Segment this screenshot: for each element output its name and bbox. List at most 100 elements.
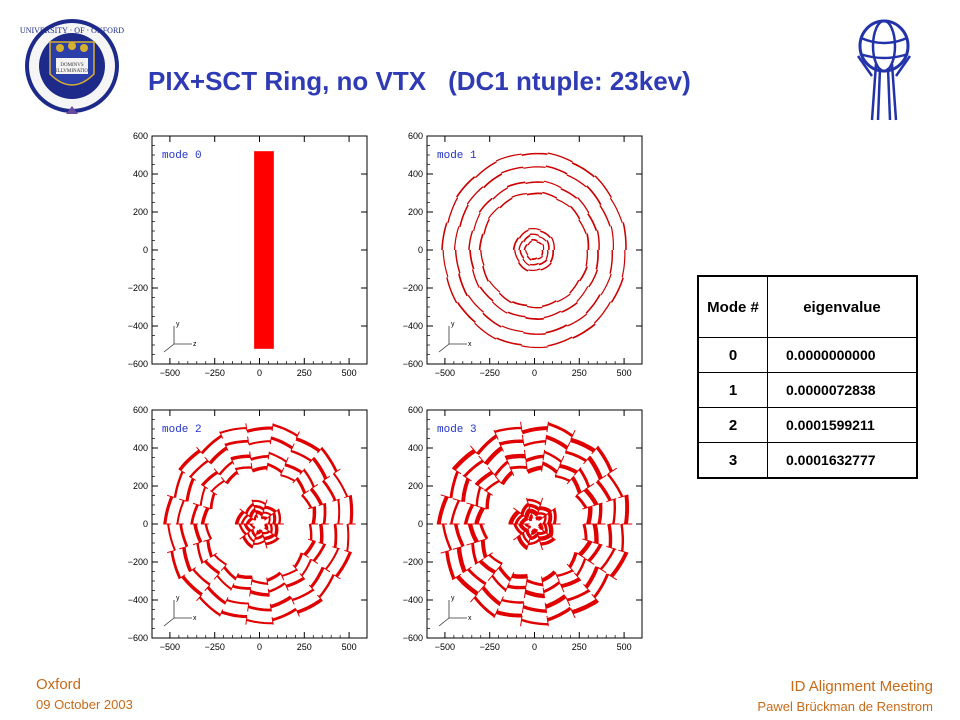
ring-segment: [270, 436, 294, 450]
ring-tick: [230, 457, 235, 465]
ring-segment: [609, 551, 629, 578]
ring-segment: [524, 249, 529, 256]
ring-segment: [540, 262, 552, 271]
ring-segment: [572, 323, 596, 339]
ring-segment: [488, 280, 501, 293]
ring-segment: [456, 547, 467, 573]
ring-tick: [591, 593, 599, 603]
ring-segment: [346, 523, 350, 552]
ring-segment: [537, 512, 547, 517]
ring-tick: [546, 507, 556, 515]
x-tick-label: −250: [480, 642, 500, 652]
ring-tick: [504, 582, 510, 593]
y-tick-label: −600: [403, 633, 423, 643]
x-tick-label: −250: [205, 368, 225, 378]
ring-segment: [523, 440, 546, 447]
y-tick-label: −200: [403, 557, 423, 567]
ring-tick: [332, 546, 340, 550]
ring-segment: [521, 345, 548, 349]
ring-segment: [246, 618, 273, 625]
svg-text:ILLVMINATIO: ILLVMINATIO: [56, 69, 88, 74]
ring-segment: [337, 499, 341, 525]
ring-tick: [269, 436, 272, 445]
ring-tick: [308, 506, 316, 510]
ring-segment: [493, 460, 509, 477]
y-tick-label: −200: [128, 557, 148, 567]
ring-segment: [545, 249, 549, 260]
ring-segment: [311, 506, 317, 525]
ring-segment: [267, 516, 271, 525]
ring-segment: [599, 205, 611, 227]
gizmo-axis: [163, 617, 175, 627]
ring-segment: [485, 492, 491, 510]
ring-segment: [560, 188, 578, 199]
gizmo-label: x: [468, 615, 472, 622]
ring-segment: [189, 459, 209, 478]
ring-segment: [484, 446, 504, 466]
ring-segment: [463, 459, 484, 478]
ring-segment: [575, 494, 588, 509]
ring-tick: [525, 497, 531, 509]
ring-segment: [529, 533, 539, 541]
ring-segment: [512, 237, 520, 251]
slide-title-ntuple: (DC1 ntuple: 23kev): [448, 66, 691, 96]
x-tick-label: −250: [480, 368, 500, 378]
ring-segment: [482, 265, 490, 282]
eigenvalue-table: Mode # eigenvalue 0 0.0000000000 1 0.00000…: [697, 275, 918, 479]
ring-segment: [466, 186, 484, 205]
ring-segment: [284, 463, 303, 474]
ring-segment: [552, 508, 557, 525]
ring-segment: [266, 571, 282, 582]
ring-segment: [300, 558, 312, 577]
ring-segment: [593, 573, 610, 599]
ring-segment: [545, 165, 568, 175]
ring-segment: [263, 523, 269, 530]
ring-segment: [272, 607, 297, 622]
ring-segment: [238, 523, 247, 536]
ring-segment: [569, 205, 581, 220]
ring-segment: [478, 233, 484, 251]
ring-segment: [246, 532, 255, 543]
ring-segment: [535, 516, 543, 521]
ring-segment: [193, 523, 203, 544]
ring-segment: [272, 423, 299, 437]
gizmo-label: x: [468, 341, 472, 348]
atlas-logo: [856, 19, 912, 121]
ring-segment: [569, 437, 596, 453]
ring-segment: [528, 503, 540, 511]
ring-segment: [525, 316, 544, 320]
ring-segment: [478, 197, 493, 213]
ring-segment: [566, 313, 588, 327]
ring-segment: [622, 222, 627, 251]
ring-segment: [487, 206, 500, 219]
ring-tick: [267, 588, 270, 597]
ring-segment: [253, 514, 258, 521]
plot-panel-mode-0: −500 −250 0 250 500 600 400 200 0 −200 −400 −600 mod…: [128, 131, 368, 378]
x-tick-label: 500: [342, 368, 357, 378]
ring-tick: [525, 539, 531, 551]
ring-segment: [163, 496, 174, 525]
ring-segment: [348, 495, 354, 525]
ring-segment: [240, 514, 249, 525]
ring-tick: [462, 566, 472, 574]
cell-eigenvalue: 0.0000000000: [767, 337, 918, 373]
ring-segment: [531, 257, 538, 260]
ring-segment: [600, 273, 612, 296]
ring-segment: [235, 466, 252, 471]
ring-segment: [312, 543, 326, 562]
ring-tick: [566, 563, 575, 573]
ring-segment: [547, 152, 573, 163]
ring-segment: [582, 523, 588, 541]
ring-tick: [592, 502, 603, 507]
ring-segment: [479, 286, 494, 302]
ring-segment: [497, 566, 512, 582]
ring-segment: [461, 478, 471, 502]
y-tick-label: −200: [128, 283, 148, 293]
ring-segment: [521, 152, 548, 156]
gizmo-label: y: [451, 321, 455, 328]
ring-tick: [509, 466, 515, 476]
ring-segment: [471, 543, 478, 564]
ring-segment: [537, 522, 544, 530]
ring-segment: [332, 472, 349, 498]
ring-segment: [506, 181, 526, 188]
